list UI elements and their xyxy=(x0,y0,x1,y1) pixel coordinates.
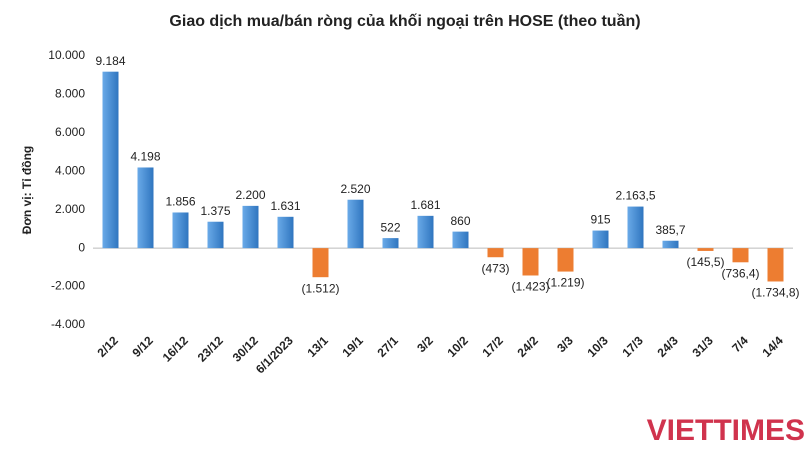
y-axis-label: Đơn vị: Tỉ đồng xyxy=(20,146,34,235)
x-tick-label: 7/4 xyxy=(729,333,751,355)
value-label: 1.681 xyxy=(410,198,440,212)
bar xyxy=(487,248,504,258)
bar xyxy=(767,248,784,282)
bar xyxy=(172,212,189,249)
value-label: 9.184 xyxy=(95,54,125,68)
x-tick-label: 27/1 xyxy=(374,333,401,360)
value-label: (736,4) xyxy=(721,266,759,280)
bar xyxy=(277,216,294,249)
value-label: (1.512) xyxy=(301,281,339,295)
watermark: VIETTIMES xyxy=(647,414,805,447)
x-tick-label: 10/2 xyxy=(444,333,471,360)
x-tick-label: 6/1/2023 xyxy=(253,333,296,376)
x-tick-label: 31/3 xyxy=(689,333,716,360)
x-tick-label: 3/2 xyxy=(414,333,436,355)
x-tick-label: 14/4 xyxy=(759,333,786,360)
x-tick-label: 24/3 xyxy=(654,333,681,360)
value-label: (1.734,8) xyxy=(751,286,799,300)
value-label: (1.219) xyxy=(546,276,584,290)
value-label: 522 xyxy=(380,220,400,234)
y-tick-label: -4.000 xyxy=(51,317,85,331)
bar xyxy=(207,221,224,249)
bar xyxy=(242,205,259,249)
x-tick-label: 17/3 xyxy=(619,333,646,360)
bar xyxy=(732,248,749,263)
bar xyxy=(557,248,574,272)
value-label: 2.200 xyxy=(235,188,265,202)
x-tick-label: 2/12 xyxy=(94,333,121,360)
value-label: (1.423) xyxy=(511,280,549,294)
value-label: 1.375 xyxy=(200,204,230,218)
x-tick-label: 19/1 xyxy=(339,333,366,360)
value-label: 860 xyxy=(450,214,470,228)
x-tick-label: 30/12 xyxy=(230,333,261,364)
bar xyxy=(697,248,714,251)
y-tick-label: 2.000 xyxy=(55,202,85,216)
x-tick-label: 13/1 xyxy=(304,333,331,360)
value-label: 2.520 xyxy=(340,182,370,196)
value-label: (145,5) xyxy=(686,255,724,269)
bar xyxy=(662,240,679,249)
x-tick-label: 10/3 xyxy=(584,333,611,360)
bar xyxy=(137,167,154,249)
x-tick-label: 17/2 xyxy=(479,333,506,360)
x-tick-label: 23/12 xyxy=(195,333,226,364)
x-tick-label: 16/12 xyxy=(160,333,191,364)
value-label: (473) xyxy=(481,261,509,275)
value-label: 1.856 xyxy=(165,195,195,209)
bar xyxy=(417,215,434,249)
bar xyxy=(102,71,119,249)
x-tick-label: 3/3 xyxy=(554,333,576,355)
y-tick-label: 8.000 xyxy=(55,87,85,101)
y-tick-label: -2.000 xyxy=(51,279,85,293)
x-tick-label: 24/2 xyxy=(514,333,541,360)
bar xyxy=(452,231,469,249)
value-label: 385,7 xyxy=(655,223,685,237)
y-tick-label: 4.000 xyxy=(55,163,85,177)
bar xyxy=(312,248,329,278)
bar xyxy=(382,238,399,249)
bar xyxy=(592,230,609,249)
value-label: 1.631 xyxy=(270,199,300,213)
y-tick-label: 10.000 xyxy=(48,48,85,62)
value-label: 2.163,5 xyxy=(615,189,655,203)
y-tick-label: 0 xyxy=(78,240,85,254)
bar xyxy=(627,206,644,249)
value-label: 4.198 xyxy=(130,150,160,164)
y-tick-label: 6.000 xyxy=(55,125,85,139)
chart-title: Giao dịch mua/bán ròng của khối ngoại tr… xyxy=(169,13,640,30)
x-tick-label: 9/12 xyxy=(129,333,156,360)
value-label: 915 xyxy=(590,213,610,227)
bar xyxy=(522,248,539,276)
bar xyxy=(347,199,364,249)
